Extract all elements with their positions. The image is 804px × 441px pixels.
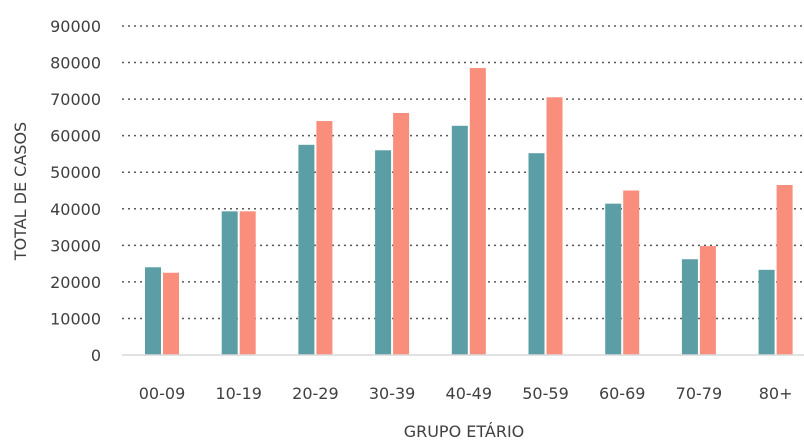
y-tick-label: 70000: [50, 90, 101, 109]
x-tick-label: 30-39: [369, 384, 416, 403]
y-tick-label: 50000: [50, 163, 101, 182]
bar-series-2: [316, 121, 333, 356]
bar-series-1: [298, 144, 315, 355]
bar-series-1: [758, 269, 775, 355]
bar-series-1: [605, 203, 622, 355]
y-tick-label: 30000: [50, 236, 101, 255]
x-tick-label: 40-49: [446, 384, 493, 403]
x-tick-labels: 00-09 10-19 20-29 30-39 40-49 50-59 60-69 70-79…: [139, 384, 793, 403]
bar-series-2: [163, 272, 179, 355]
bar-series-2: [239, 211, 256, 355]
bar-series-2: [546, 97, 563, 356]
y-tick-label: 60000: [50, 127, 101, 146]
bar-series-1: [375, 150, 392, 355]
bar-series-1: [221, 211, 238, 355]
bars: [145, 68, 793, 356]
y-tick-label: 90000: [50, 17, 101, 36]
bar-series-2: [699, 246, 716, 355]
bar-series-2: [469, 68, 486, 356]
y-axis-title: TOTAL DE CASOS: [11, 122, 30, 261]
bar-series-2: [776, 185, 793, 355]
y-tick-labels: 0 10000 20000 30000 40000 50000 60000 70000 8000…: [50, 17, 101, 365]
y-tick-label: 40000: [50, 200, 101, 219]
bar-series-2: [623, 190, 640, 355]
x-tick-label: 20-29: [292, 384, 339, 403]
bar-series-1: [145, 267, 161, 355]
bar-series-1: [451, 125, 468, 356]
y-tick-label: 80000: [50, 54, 101, 73]
x-tick-label: 10-19: [215, 384, 262, 403]
y-tick-label: 10000: [50, 309, 101, 328]
x-tick-label: 60-69: [599, 384, 646, 403]
y-tick-label: 20000: [50, 273, 101, 292]
y-tick-label: 0: [91, 346, 101, 365]
x-tick-label: 50-59: [522, 384, 569, 403]
x-tick-label: 80+: [759, 384, 793, 403]
bar-series-2: [393, 113, 410, 355]
x-tick-label: 70-79: [676, 384, 723, 403]
bar-series-1: [528, 153, 545, 355]
x-axis-title: GRUPO ETÁRIO: [404, 422, 525, 441]
x-tick-label: 00-09: [139, 384, 186, 403]
bar-series-1: [681, 259, 698, 355]
